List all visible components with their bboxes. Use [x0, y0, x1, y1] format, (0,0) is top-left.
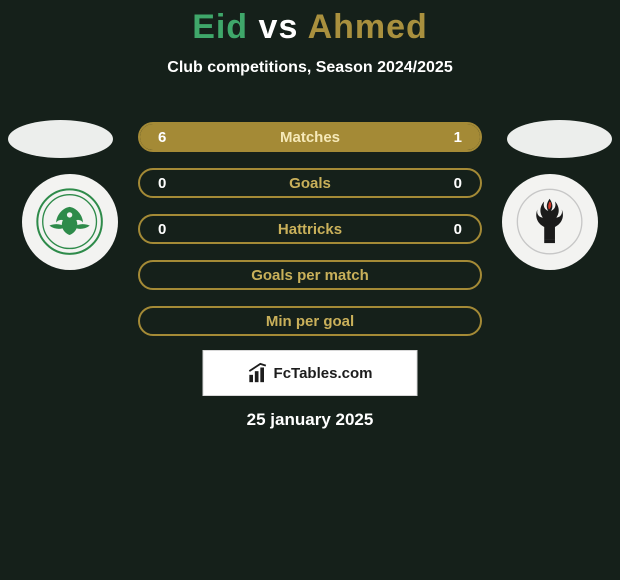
vs-text: vs	[259, 8, 299, 46]
stat-label: Min per goal	[140, 313, 480, 330]
stat-label: Matches	[140, 129, 480, 146]
player2-club-badge: نادى	[502, 174, 598, 270]
snapshot-date: 25 january 2025	[0, 410, 620, 430]
stat-value-right: 1	[454, 129, 462, 146]
stat-bar-min-per-goal: Min per goal	[138, 306, 482, 336]
stat-bar-goals: 0Goals0	[138, 168, 482, 198]
stat-bar-matches: 6Matches1	[138, 122, 482, 152]
player2-name: Ahmed	[308, 8, 428, 46]
brand-box[interactable]: FcTables.com	[203, 350, 418, 396]
player2-portrait	[507, 120, 612, 158]
eagle-badge-icon	[36, 188, 103, 255]
stat-bar-goals-per-match: Goals per match	[138, 260, 482, 290]
stat-value-right: 0	[454, 175, 462, 192]
stat-label: Hattricks	[140, 221, 480, 238]
stat-value-right: 0	[454, 221, 462, 238]
player1-portrait	[8, 120, 113, 158]
comparison-title: Eid vs Ahmed	[0, 0, 620, 47]
svg-text:نادى: نادى	[543, 218, 556, 227]
stat-label: Goals per match	[140, 267, 480, 284]
torch-badge-icon: نادى	[516, 188, 583, 255]
stats-bars: 6Matches10Goals00Hattricks0Goals per mat…	[138, 122, 482, 352]
stat-bar-hattricks: 0Hattricks0	[138, 214, 482, 244]
subtitle: Club competitions, Season 2024/2025	[0, 59, 620, 77]
player1-club-badge	[22, 174, 118, 270]
player1-name: Eid	[192, 8, 248, 46]
stat-label: Goals	[140, 175, 480, 192]
brand-text: FcTables.com	[274, 365, 373, 382]
chart-icon	[248, 362, 270, 384]
